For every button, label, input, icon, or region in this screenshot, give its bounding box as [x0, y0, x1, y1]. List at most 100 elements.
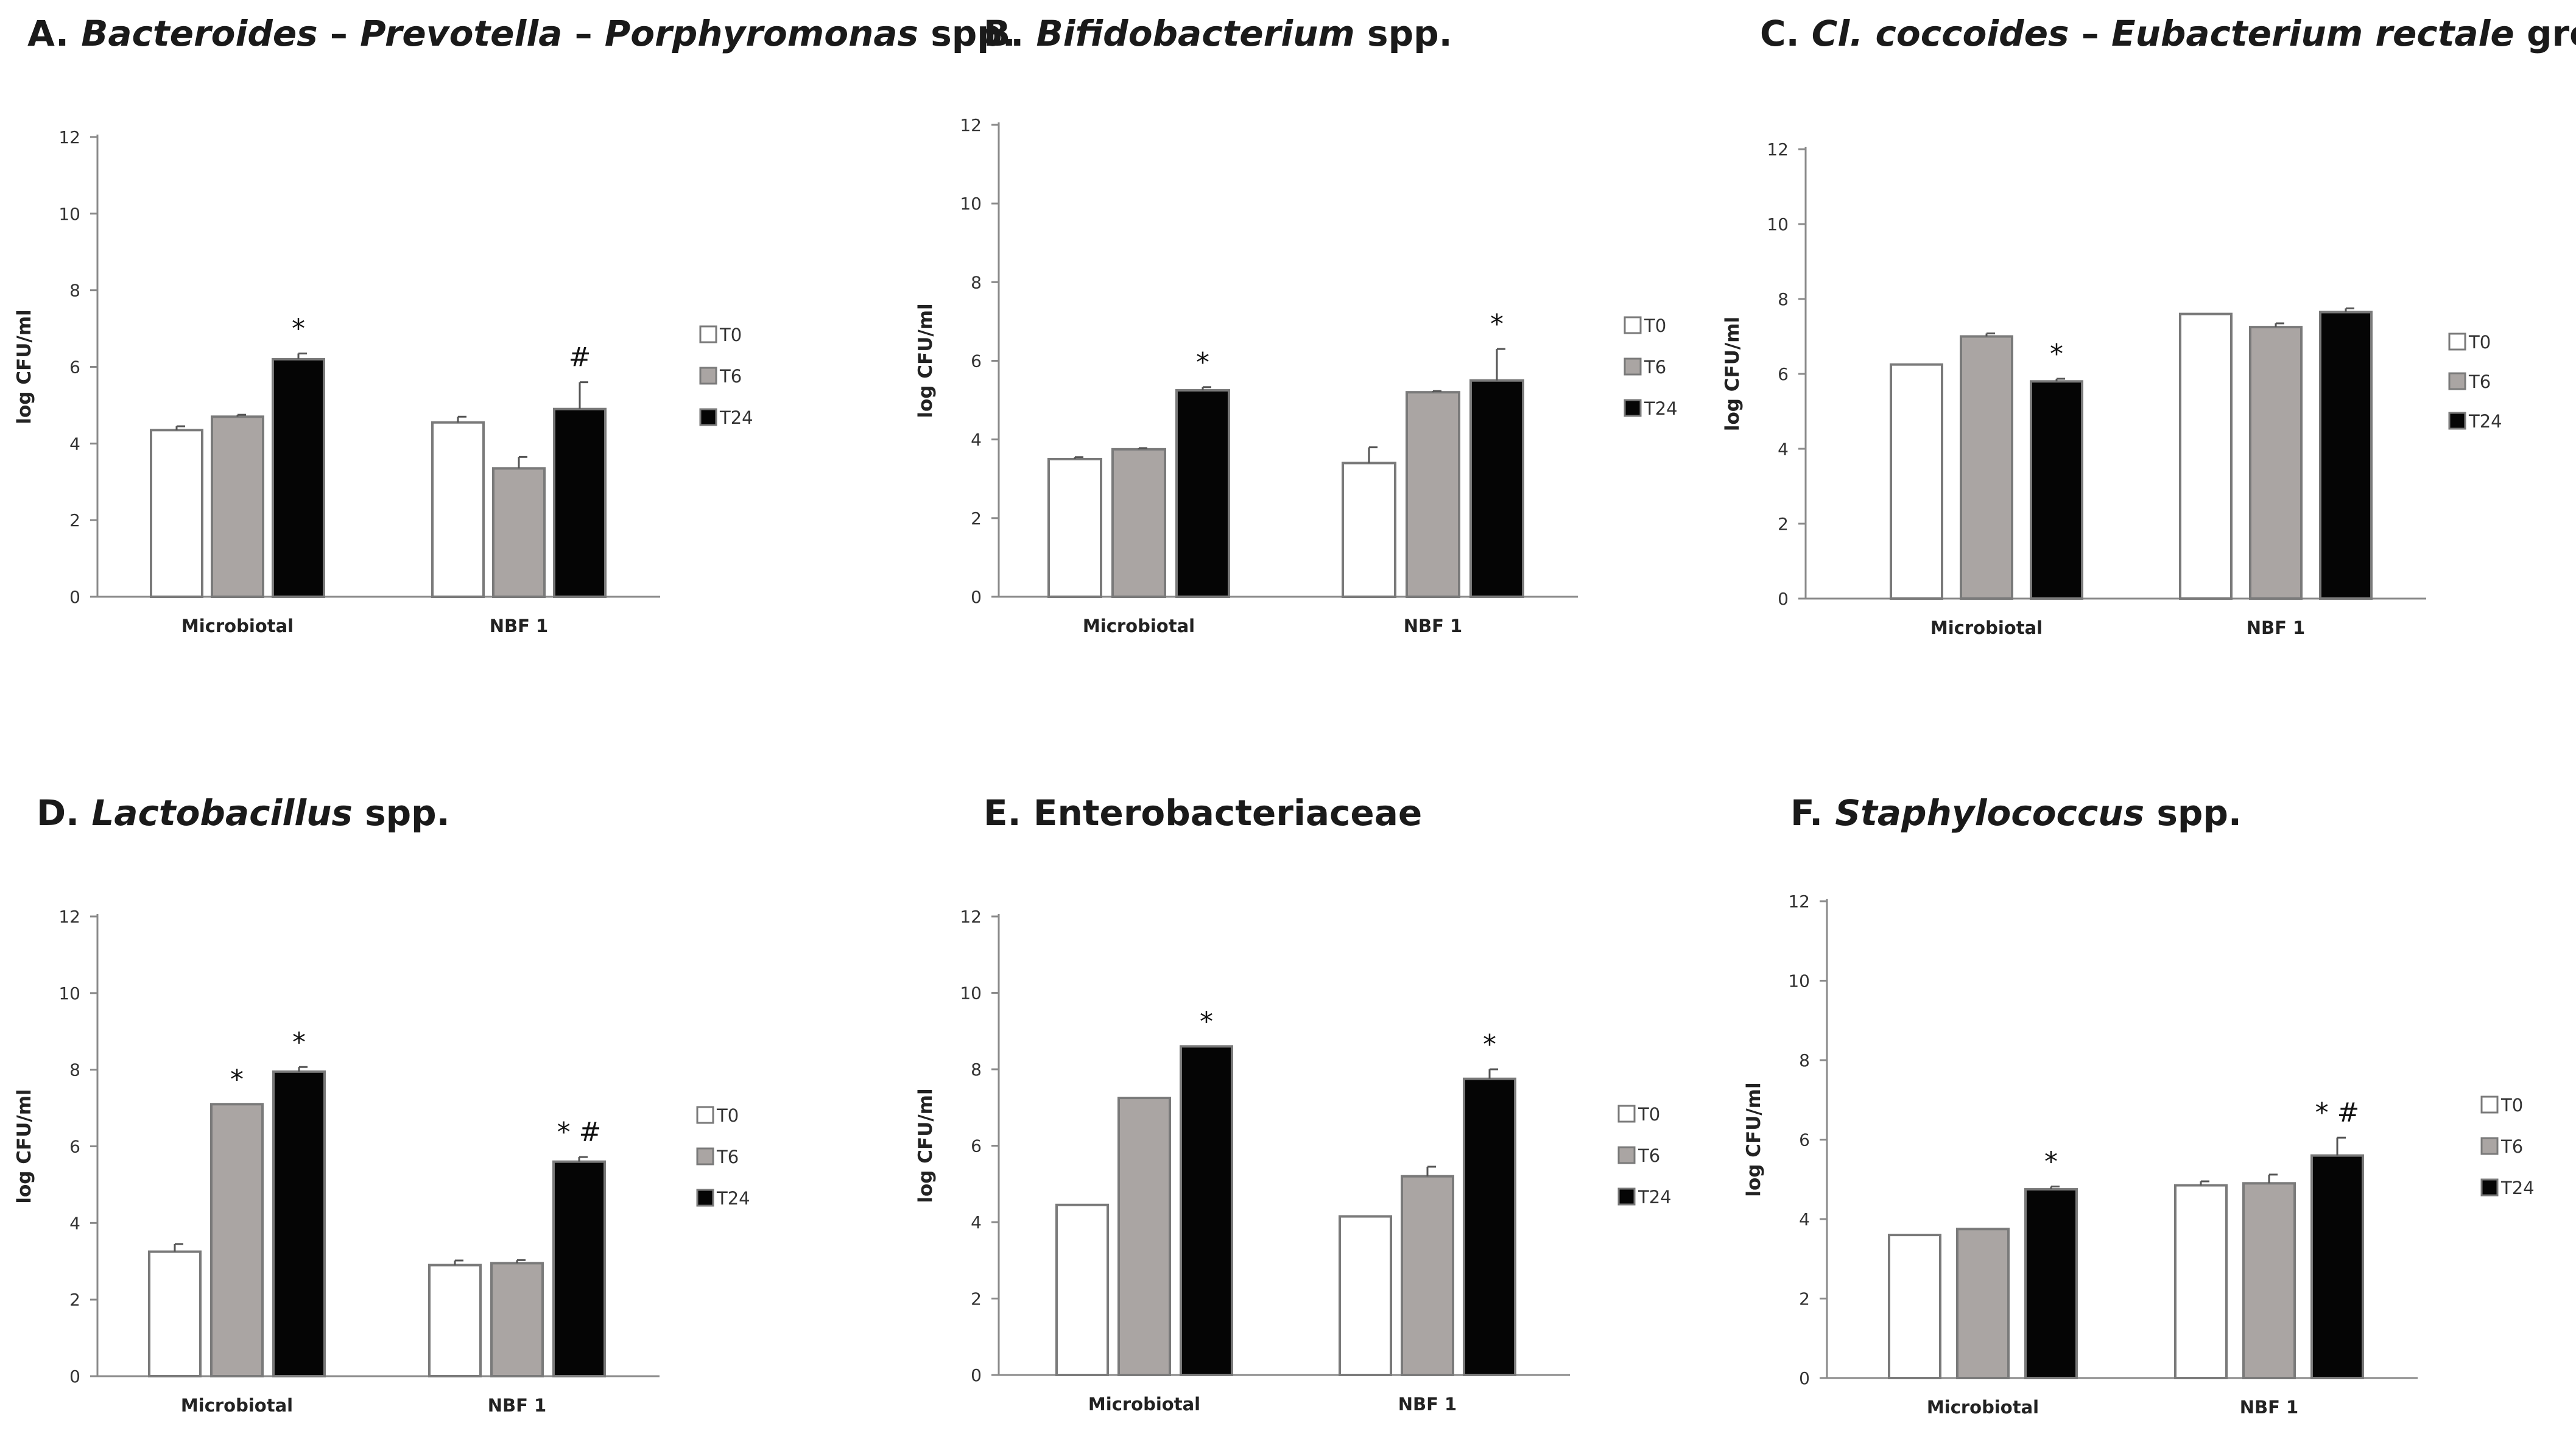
legend-swatch-t6 — [2480, 1137, 2499, 1155]
bar-t24 — [1175, 389, 1230, 598]
y-tick-label: 2 — [971, 1289, 982, 1309]
legend-swatch-t24 — [699, 408, 717, 426]
y-axis-label: log CFU/ml — [1743, 1082, 1765, 1197]
bar-t0 — [428, 1264, 482, 1378]
y-tick-label: 10 — [58, 204, 80, 224]
bar-t6 — [1117, 1097, 1171, 1376]
bar-t0 — [1888, 1234, 1941, 1379]
panel-title: F. Staphylococcus spp. — [1790, 792, 2242, 834]
significance-marker: * — [292, 313, 305, 344]
bar-t0 — [2174, 1184, 2228, 1379]
y-axis-label: log CFU/ml — [915, 1088, 937, 1203]
title-part: D. — [37, 792, 91, 834]
y-tick-label: 2 — [69, 1290, 80, 1310]
y-tick-label: 2 — [1799, 1289, 1810, 1309]
title-part: A. — [27, 13, 81, 54]
legend-label: T0 — [1644, 315, 1666, 336]
x-category-label: NBF 1 — [2247, 617, 2305, 638]
chart-panel-a: A. Bacteroides – Prevotella – Porphyromo… — [13, 13, 1016, 636]
significance-marker: * # — [2315, 1097, 2360, 1128]
bar-t24 — [272, 357, 325, 599]
y-tick-label: 12 — [1767, 139, 1789, 160]
x-category-label: NBF 1 — [1398, 1394, 1457, 1415]
bar-t6 — [1401, 1175, 1454, 1376]
y-tick-label: 6 — [69, 1137, 80, 1157]
y-tick-label: 8 — [1799, 1050, 1810, 1071]
bar-t6 — [1956, 1228, 2010, 1379]
bar-t24 — [1180, 1045, 1233, 1376]
title-part: E. Enterobacteriaceae — [984, 792, 1422, 834]
y-tick-label: 2 — [69, 510, 80, 530]
title-part: group — [2514, 13, 2576, 54]
x-category-label: Microbiotal — [1930, 617, 2043, 638]
legend-swatch-t6 — [1617, 1146, 1636, 1164]
title-part: Porphyromonas — [605, 13, 918, 54]
y-tick-label: 6 — [1799, 1130, 1810, 1150]
y-tick-label: 6 — [69, 357, 80, 378]
legend-swatch-t6 — [699, 367, 717, 385]
bar-t6 — [492, 467, 546, 599]
legend-swatch-t24 — [2448, 412, 2466, 430]
bar-t0 — [2179, 312, 2233, 600]
legend-label: T24 — [1644, 398, 1678, 419]
legend-swatch-t6 — [2448, 372, 2466, 390]
y-tick-label: 0 — [971, 587, 982, 607]
x-category-label: NBF 1 — [2240, 1397, 2298, 1418]
y-tick-label: 10 — [960, 194, 982, 214]
y-tick-label: 4 — [971, 1212, 982, 1232]
bar-t0 — [150, 429, 203, 598]
significance-marker: * — [1483, 1029, 1496, 1060]
y-tick-label: 10 — [1788, 971, 1810, 991]
bar-t0 — [1055, 1203, 1109, 1376]
bar-t0 — [1339, 1215, 1392, 1377]
y-tick-label: 12 — [960, 907, 982, 927]
legend-label: T6 — [1644, 357, 1666, 378]
legend-swatch-t0 — [699, 325, 717, 343]
bar-t24 — [1469, 379, 1524, 599]
legend-swatch-t6 — [1624, 357, 1642, 376]
y-tick-label: 4 — [971, 430, 982, 450]
chart-panel-d: D. Lactobacillus spp. 0 2 4 6 8 10 12 log CFU/ml… — [13, 792, 750, 1416]
title-part: spp. — [918, 13, 1016, 54]
x-category-label: Microbiotal — [181, 1395, 293, 1416]
panel-title: B. Bifidobacterium spp. — [984, 13, 1452, 54]
bar-t6 — [1111, 448, 1166, 598]
y-tick-label: 8 — [69, 281, 80, 301]
bar-t0 — [1047, 457, 1102, 598]
bar-t24 — [2024, 1188, 2078, 1379]
y-tick-label: 10 — [1767, 214, 1789, 234]
y-tick-label: 6 — [971, 351, 982, 371]
panel-title: C. Cl. coccoides – Eubacterium rectale g… — [1760, 13, 2576, 54]
legend-label: T6 — [2500, 1136, 2523, 1157]
bar-t0 — [1342, 462, 1396, 599]
bar-t6 — [490, 1262, 544, 1377]
x-category-label: Microbiotal — [1083, 616, 1195, 636]
y-tick-label: 0 — [1778, 589, 1789, 609]
significance-marker: * — [292, 1027, 306, 1058]
y-tick-label: 6 — [971, 1136, 982, 1156]
significance-marker: # — [569, 342, 591, 373]
legend-swatch-t24 — [1617, 1187, 1636, 1206]
x-category-label: NBF 1 — [488, 1395, 546, 1416]
bar-t24 — [2319, 311, 2373, 600]
y-tick-label: 0 — [1799, 1368, 1810, 1388]
significance-marker: * — [230, 1064, 244, 1095]
y-tick-label: 10 — [58, 983, 80, 1004]
title-part: spp. — [353, 792, 450, 834]
legend-label: T0 — [2468, 332, 2491, 353]
y-tick-label: 2 — [971, 508, 982, 529]
legend-label: T0 — [2500, 1095, 2523, 1116]
y-tick-label: 12 — [58, 127, 80, 147]
legend-label: T0 — [716, 1105, 739, 1126]
bar-t0 — [148, 1250, 202, 1377]
y-tick-label: 4 — [1799, 1209, 1810, 1229]
bar-t6 — [211, 415, 264, 599]
bar-t6 — [1406, 391, 1460, 599]
title-part: spp. — [2144, 792, 2242, 834]
significance-marker: * — [2050, 339, 2063, 370]
title-part: – — [2069, 13, 2111, 54]
y-tick-label: 12 — [58, 907, 80, 927]
bar-t0 — [1890, 363, 1943, 600]
legend-label: T24 — [716, 1188, 750, 1209]
title-part: – — [318, 13, 360, 54]
